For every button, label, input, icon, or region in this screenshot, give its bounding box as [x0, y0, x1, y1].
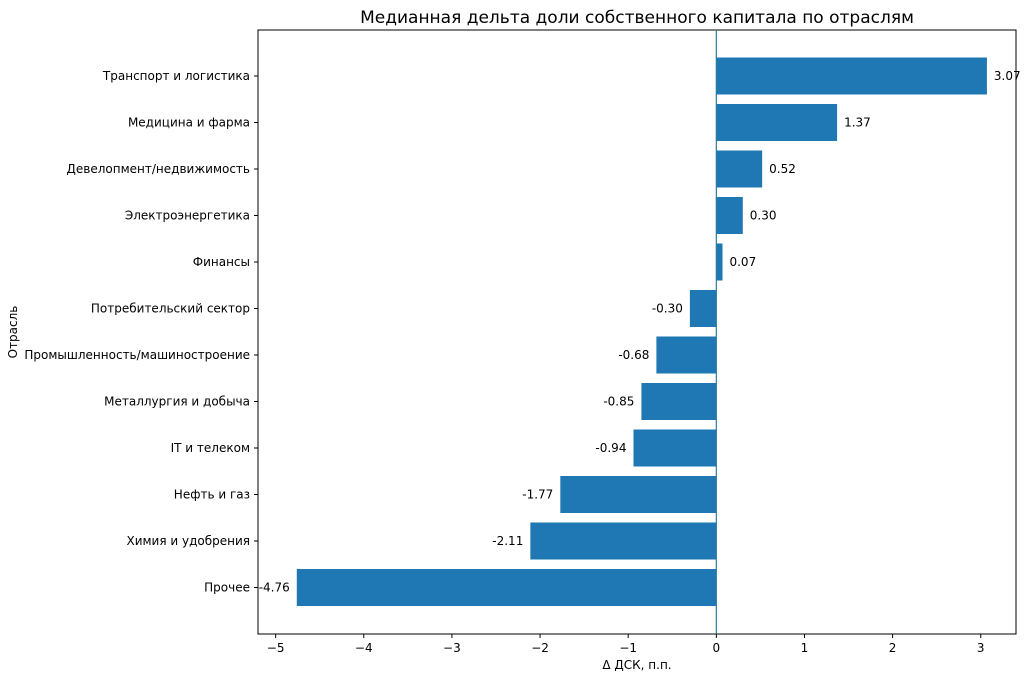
category-label: Электроэнергетика [125, 209, 250, 223]
category-label: Потребительский сектор [91, 302, 250, 316]
y-axis-label: Отрасль [6, 306, 20, 359]
data-label: 0.52 [769, 162, 796, 176]
data-label: 1.37 [844, 116, 871, 130]
plot-frame [257, 29, 1017, 635]
x-tick-label: −3 [443, 641, 461, 655]
x-tick-label: −1 [619, 641, 637, 655]
chart-title: Медианная дельта доли собственного капит… [360, 8, 914, 28]
bar [716, 197, 743, 234]
bar [716, 150, 763, 188]
data-label: 0.07 [729, 255, 756, 269]
x-tick-label: 1 [801, 641, 809, 655]
x-tick-label: −5 [267, 641, 285, 655]
category-label: Финансы [193, 255, 250, 269]
category-label: Прочее [204, 581, 250, 595]
bar [656, 336, 717, 374]
data-label: -0.68 [618, 348, 649, 362]
category-label: Медицина и фарма [128, 116, 250, 130]
data-label: -0.85 [603, 395, 634, 409]
bar [530, 522, 717, 560]
category-label: Транспорт и логистика [102, 69, 250, 83]
x-tick-label: 2 [889, 641, 897, 655]
data-label: -4.76 [259, 581, 290, 595]
category-label: Нефть и газ [174, 488, 250, 502]
x-tick-label: 3 [977, 641, 985, 655]
category-label: IT и телеком [171, 441, 250, 455]
bar [633, 429, 717, 467]
data-label: -2.11 [492, 534, 523, 548]
category-label: Промышленность/машиностроение [24, 348, 250, 362]
data-label: 3.07 [994, 69, 1021, 83]
category-labels-group: Транспорт и логистика Медицина и фарма Дев… [24, 69, 258, 595]
data-label: -0.30 [652, 302, 683, 316]
bar [716, 243, 723, 281]
category-label: Девелопмент/недвижимость [67, 162, 250, 176]
data-label: -1.77 [522, 488, 553, 502]
bar [296, 569, 717, 606]
x-tick-label: −4 [355, 641, 373, 655]
x-ticks-group: −5 −4 −3 −2 −1 0 1 2 3 [267, 634, 985, 655]
data-labels-group: 3.07 1.37 0.52 0.30 0.07 -0.30 -0.68 -0.85 -0.94… [259, 69, 1021, 595]
bars-group [296, 57, 987, 606]
bar [560, 476, 717, 513]
bar [641, 383, 717, 420]
x-axis-label: Δ ДСК, п.п. [602, 658, 671, 672]
bar [716, 104, 838, 141]
x-tick-label: 0 [713, 641, 721, 655]
bar [716, 57, 987, 95]
x-tick-label: −2 [531, 641, 549, 655]
data-label: -0.94 [595, 441, 626, 455]
category-label: Металлургия и добыча [104, 395, 250, 409]
bar [689, 290, 717, 327]
data-label: 0.30 [750, 209, 777, 223]
category-label: Химия и удобрения [126, 534, 250, 548]
